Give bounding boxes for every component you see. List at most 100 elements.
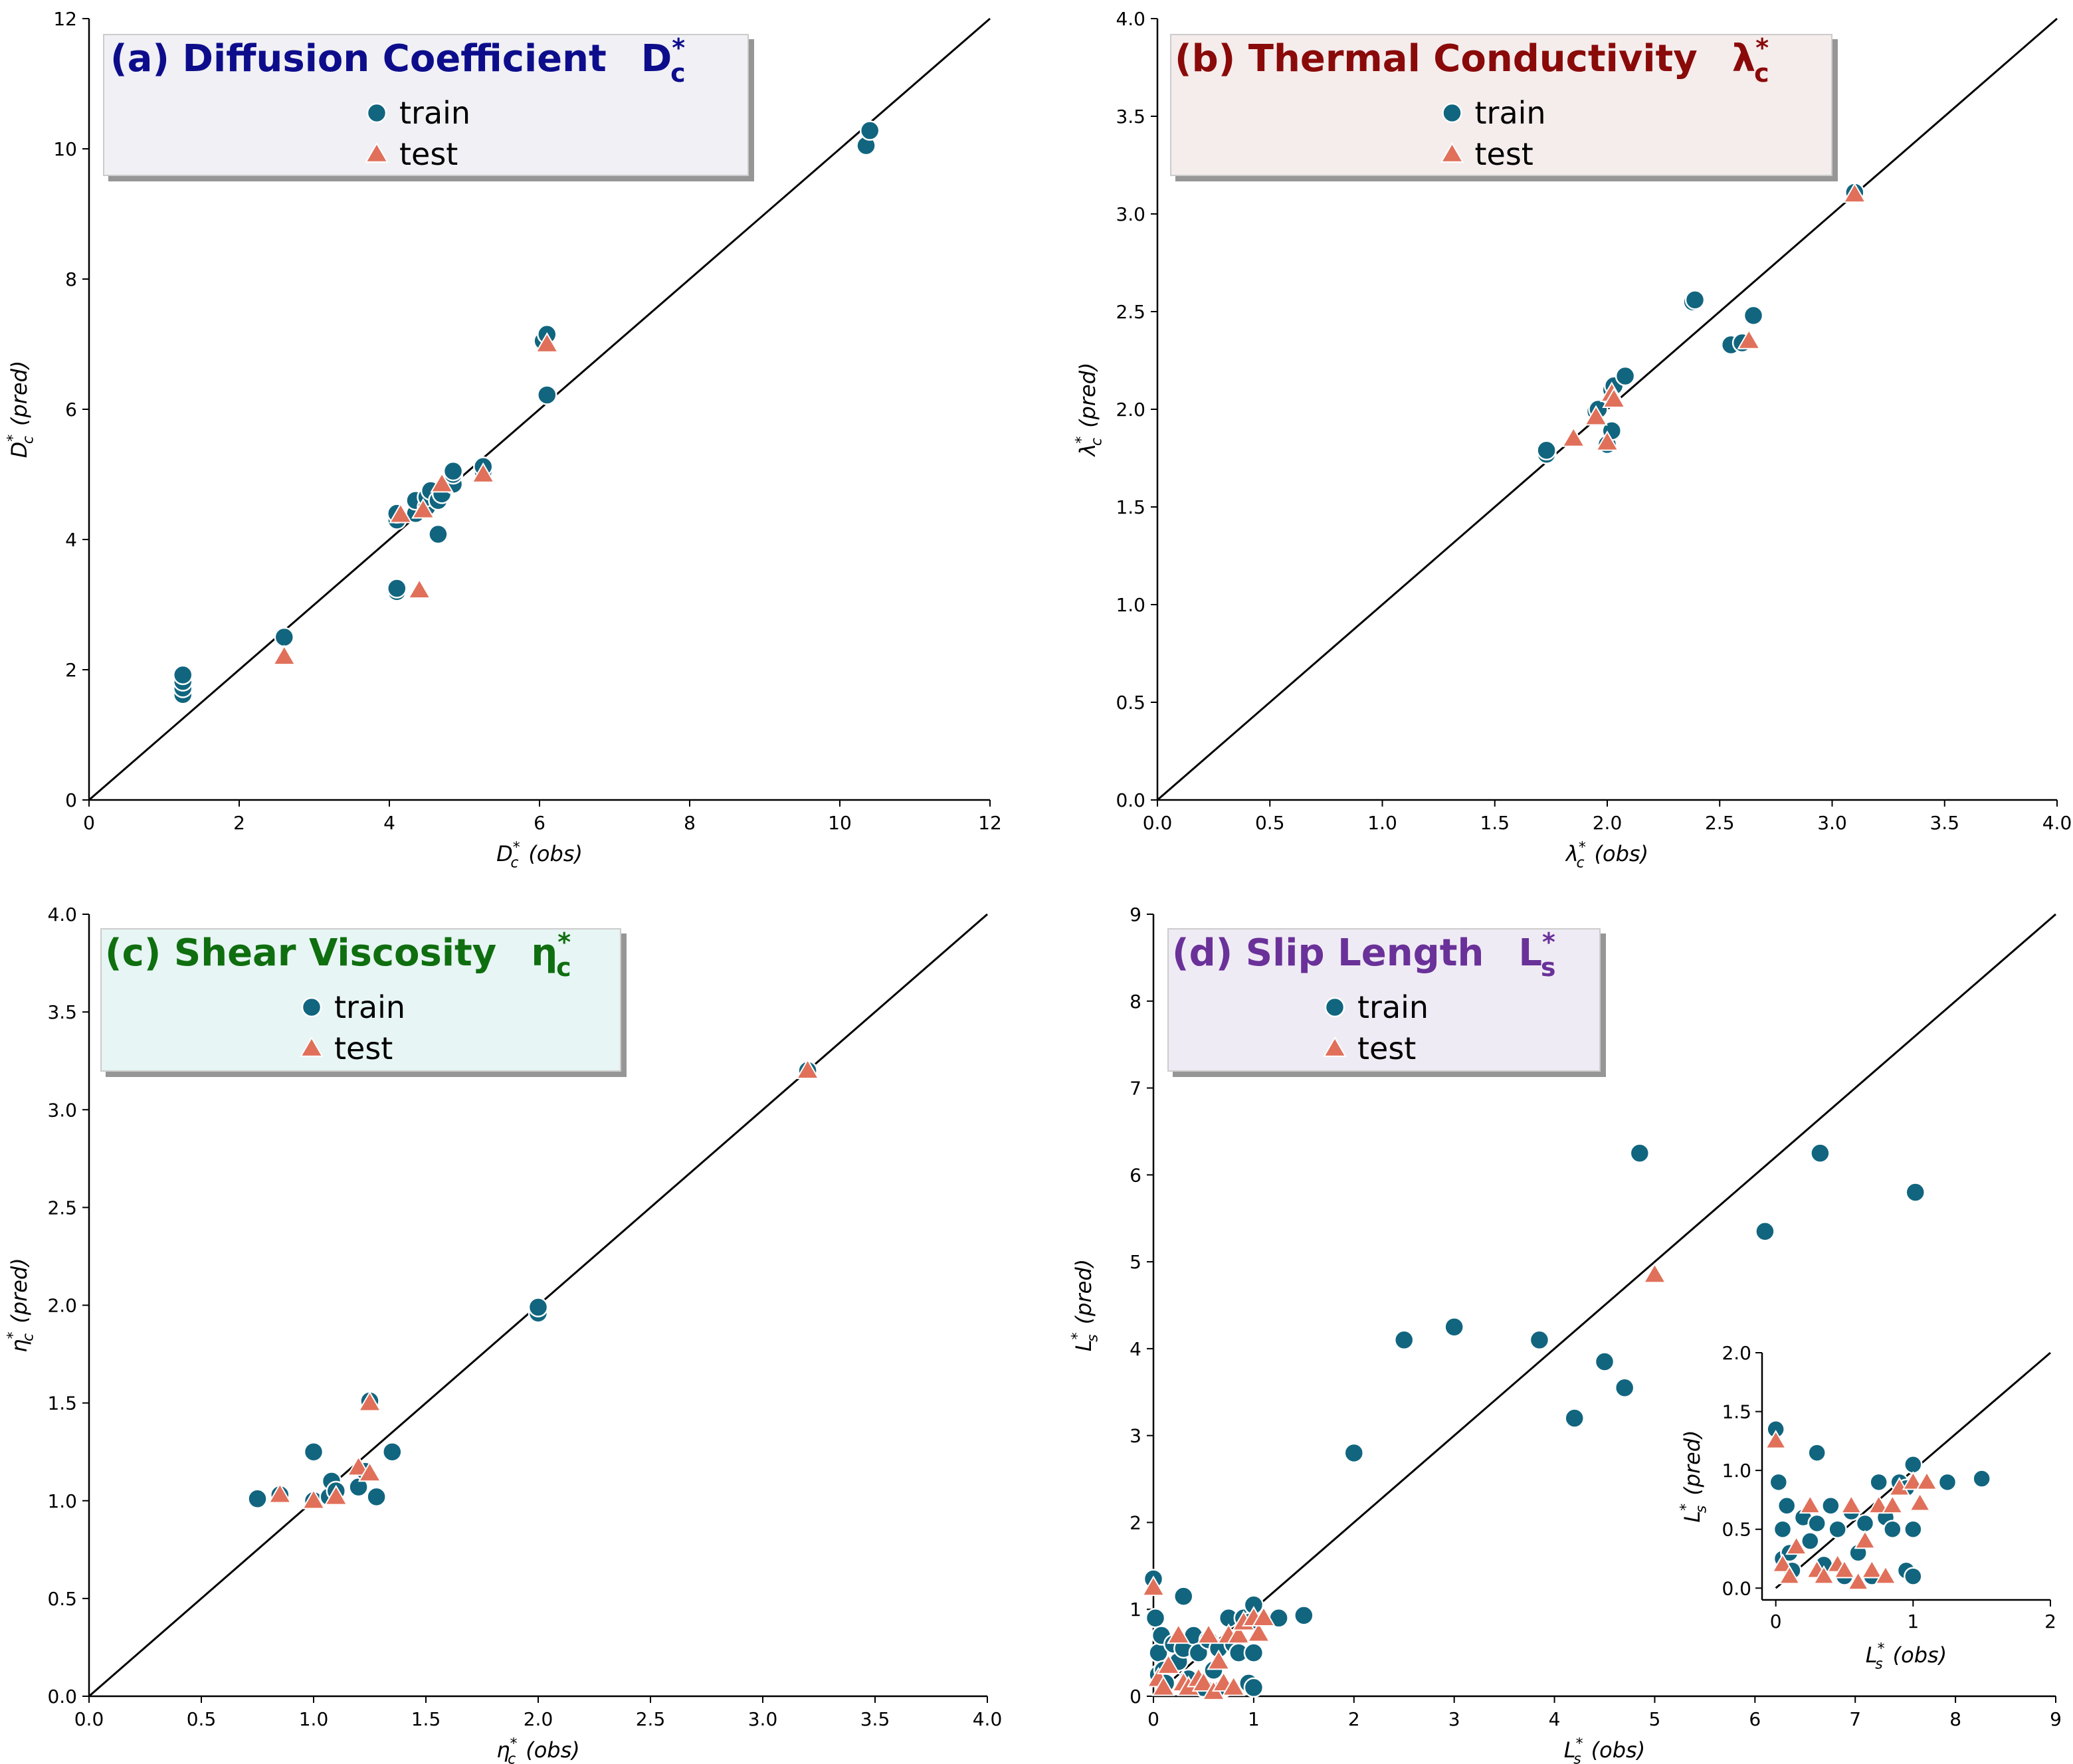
inset-x-axis-label: L* s (obs) [1866, 1641, 1947, 1673]
train-point [528, 1297, 549, 1318]
x-tick-label: 8 [1949, 1708, 1961, 1730]
identity-line [88, 17, 991, 801]
train-point [247, 1488, 268, 1510]
train-point [1629, 1143, 1650, 1163]
y-tick-label: 4 [1130, 1338, 1141, 1360]
x-tick-label: 0 [1147, 1708, 1159, 1730]
train-point [1615, 365, 1636, 387]
y-tick-label: 2 [1130, 1512, 1141, 1533]
test-point [1221, 1675, 1246, 1696]
train-point [1343, 1442, 1365, 1464]
identity-line [1153, 913, 2056, 1698]
test-point [268, 1482, 292, 1504]
legend: (d) Slip Length L* s train test [1167, 928, 1601, 1072]
train-point [1755, 1221, 1775, 1242]
legend-test-marker [1440, 142, 1464, 163]
y-tick-label: 1.5 [47, 1393, 77, 1415]
y-axis-label: η*c (pred) [5, 1258, 37, 1352]
legend-train-marker [366, 102, 387, 124]
y-tick-label: 4 [65, 529, 77, 551]
test-point [1584, 405, 1608, 426]
label-symbol: L [1564, 1737, 1576, 1763]
label-superscript: * [513, 840, 520, 856]
inset-y-axis-label: L*s (pred) [1678, 1430, 1710, 1522]
legend-train-marker [1442, 102, 1462, 124]
train-point [1243, 1677, 1264, 1698]
train-point [443, 460, 464, 482]
test-point [1197, 1623, 1221, 1644]
train-point [387, 578, 407, 599]
x-tick-label: 6 [534, 812, 545, 834]
y-tick-label: 12 [53, 8, 77, 30]
x-tick-label: 3 [1448, 1708, 1460, 1730]
panel-b: 0.0 0.5 1.0 1.5 2.0 2.5 3.0 3.5 4.0 0.0 0.5 1.0 1.5 2… [1074, 8, 2072, 872]
label-symbol: D [7, 442, 32, 458]
inset-x-tick-label: 1 [1907, 1611, 1919, 1632]
inset-test-point [1868, 1494, 1890, 1514]
inset-test-point [1813, 1565, 1835, 1585]
label-superscript: * [5, 1331, 22, 1339]
y-axis-label: D*c (pred) [5, 361, 37, 458]
legend-title-symbol: η [531, 931, 557, 975]
x-tick-label: 4 [1549, 1708, 1561, 1730]
train-point [1684, 290, 1706, 310]
test-point [1141, 1575, 1165, 1597]
x-tick-label: 10 [828, 812, 852, 834]
x-tick-label: 3.0 [748, 1708, 778, 1730]
legend-title-symbol: λ [1732, 37, 1755, 80]
legend-title: (b) Thermal Conductivity λ* c [1175, 33, 1769, 88]
train-point [382, 1441, 403, 1462]
test-point [1561, 426, 1586, 447]
legend-test-marker [1323, 1036, 1347, 1057]
legend-train-marker [1324, 997, 1345, 1018]
legend-title-superscript: * [672, 33, 685, 62]
y-tick-label: 3.0 [1116, 203, 1145, 225]
y-tick-label: 3.5 [1116, 106, 1145, 128]
legend-title-superscript: * [1755, 33, 1769, 62]
inset-train-point [1807, 1514, 1826, 1533]
y-tick-label: 5 [1130, 1251, 1141, 1273]
legend-title-subscript: c [670, 58, 686, 88]
x-tick-label: 0.0 [74, 1708, 104, 1730]
y-tick-label: 2 [65, 659, 77, 681]
train-point [1294, 1605, 1314, 1626]
inset-y-tick-label: 1.5 [1722, 1401, 1751, 1423]
x-tick-label: 0 [83, 812, 95, 834]
test-point [1191, 1671, 1216, 1692]
y-tick-label: 0.0 [1116, 789, 1145, 811]
x-tick-label: 2 [1348, 1708, 1360, 1730]
y-tick-label: 0.5 [47, 1588, 77, 1610]
y-tick-label: 8 [65, 268, 77, 290]
legend-title-text: (c) Shear Viscosity [105, 931, 496, 975]
inset-test-point [1902, 1470, 1924, 1490]
legend-test-label: test [399, 136, 458, 172]
test-point [1151, 1675, 1175, 1696]
inset-train-point [1904, 1519, 1923, 1539]
train-point [1173, 1586, 1194, 1607]
legend-train-label: train [334, 989, 405, 1025]
test-point [1737, 328, 1761, 349]
label-subscript: c [1089, 438, 1106, 446]
inset-train-point [1807, 1443, 1826, 1462]
test-point [1156, 1654, 1181, 1674]
label-tail: (obs) [1584, 1737, 1645, 1763]
train-point [366, 1486, 387, 1508]
inset-y-tick-label: 1.0 [1722, 1460, 1751, 1482]
label-superscript: * [5, 435, 22, 442]
x-tick-label: 8 [684, 812, 696, 834]
train-point [1243, 1642, 1264, 1663]
label-superscript: * [1576, 1736, 1583, 1753]
y-tick-label: 0 [1130, 1686, 1141, 1708]
data-points [247, 1058, 820, 1511]
test-point [389, 502, 413, 524]
test-point [1227, 1623, 1251, 1644]
label-symbol: L [1680, 1511, 1705, 1523]
inset-test-point [1833, 1559, 1856, 1579]
train-point [1444, 1316, 1464, 1337]
label-tail: (pred) [7, 1258, 32, 1330]
inset-train-point [1801, 1531, 1820, 1551]
y-tick-label: 2.0 [47, 1295, 77, 1317]
y-tick-label: 7 [1130, 1078, 1141, 1100]
inset-test-point [1874, 1565, 1897, 1585]
legend-title: (d) Slip Length L* s [1172, 928, 1556, 982]
